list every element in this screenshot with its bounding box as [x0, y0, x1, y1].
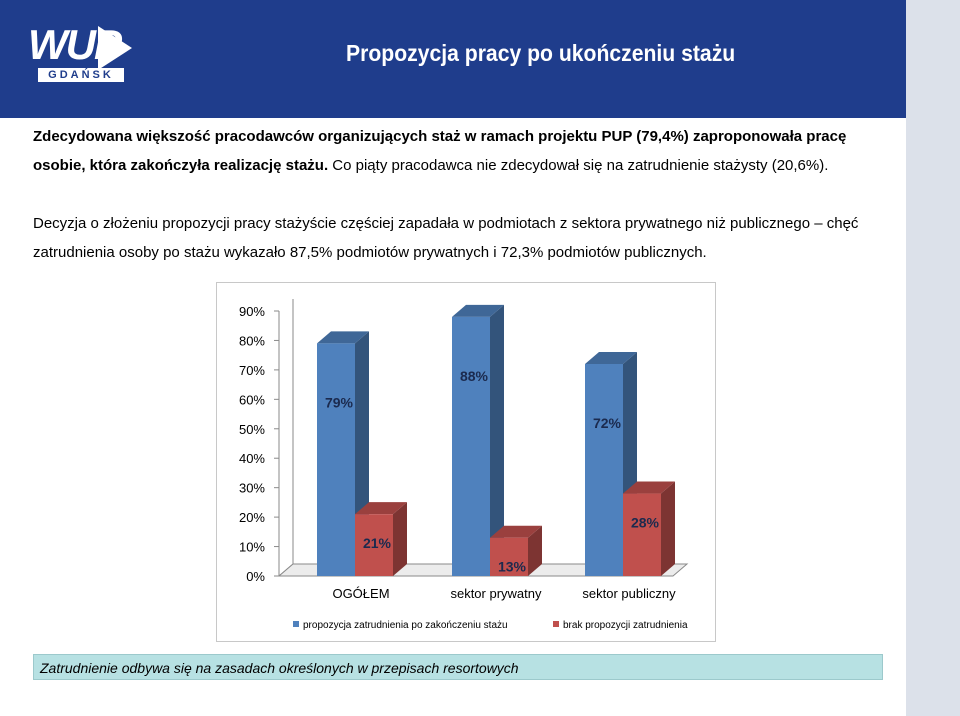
y-tick-label: 40% — [239, 451, 265, 466]
intro-plain-text: Co piąty pracodawca nie zdecydował się n… — [328, 157, 829, 174]
right-side-bar — [906, 0, 960, 716]
bar — [355, 514, 393, 576]
x-category-label: sektor prywatny — [450, 586, 542, 601]
wup-logo: WUP GDAŃSK — [28, 22, 134, 84]
bar-top-face — [623, 481, 675, 494]
y-tick-label: 90% — [239, 304, 265, 319]
bar-top-face — [490, 525, 542, 538]
y-tick-label: 30% — [239, 481, 265, 496]
x-category-label: OGÓŁEM — [332, 586, 389, 601]
legend-swatch — [553, 621, 559, 627]
logo-arrow-icon — [98, 26, 132, 70]
bar — [452, 316, 490, 576]
data-label: 72% — [593, 415, 622, 431]
data-label: 28% — [631, 515, 660, 531]
bar — [490, 537, 528, 576]
detail-paragraph: Decyzja o złożeniu propozycji pracy staż… — [33, 215, 859, 261]
legend-swatch — [293, 621, 299, 627]
data-label: 79% — [325, 394, 354, 410]
bar-side-face — [661, 481, 675, 576]
data-label: 88% — [460, 368, 489, 384]
footer-note: Zatrudnienie odbywa się na zasadach okre… — [33, 654, 883, 680]
bar-side-face — [393, 502, 407, 576]
page-title: Propozycja pracy po ukończeniu stażu — [346, 40, 736, 66]
axis-wall-line — [278, 299, 294, 577]
y-tick-label: 80% — [239, 333, 265, 348]
bar-top-face — [452, 304, 504, 317]
chart-area: 0% 10% 20% 30% 40% 50% 60% 70% 80% 90% 79% 21% OGÓŁE… — [216, 282, 716, 642]
intro-bold-text: Zdecydowana większość pracodawców organi… — [33, 128, 847, 174]
y-tick-label: 70% — [239, 363, 265, 378]
logo-subtext: GDAŃSK — [38, 68, 124, 82]
bar-top-face — [585, 352, 637, 364]
bar-side-face — [490, 304, 504, 576]
bar-top-face — [355, 502, 407, 515]
bar-chart: 0% 10% 20% 30% 40% 50% 60% 70% 80% 90% 79% 21% OGÓŁE… — [239, 299, 689, 631]
bar — [585, 364, 623, 576]
y-tick-label: 50% — [239, 422, 265, 437]
y-tick-label: 60% — [239, 392, 265, 407]
y-tick-label: 10% — [239, 540, 265, 555]
data-label: 21% — [363, 535, 392, 551]
bar — [317, 343, 355, 576]
bar-side-face — [528, 525, 542, 576]
data-label: 13% — [498, 559, 527, 575]
header-banner: WUP GDAŃSK Propozycja pracy po ukończeni… — [0, 0, 906, 118]
x-category-label: sektor publiczny — [582, 586, 676, 601]
legend-label: propozycja zatrudnienia po zakończeniu s… — [303, 620, 508, 631]
bar-top-face — [317, 331, 369, 344]
y-tick-label: 0% — [246, 569, 265, 584]
intro-paragraph: Zdecydowana większość pracodawców organi… — [33, 122, 873, 180]
y-tick-label: 20% — [239, 510, 265, 525]
legend-label: brak propozycji zatrudnienia — [563, 620, 688, 631]
bar — [623, 493, 661, 576]
